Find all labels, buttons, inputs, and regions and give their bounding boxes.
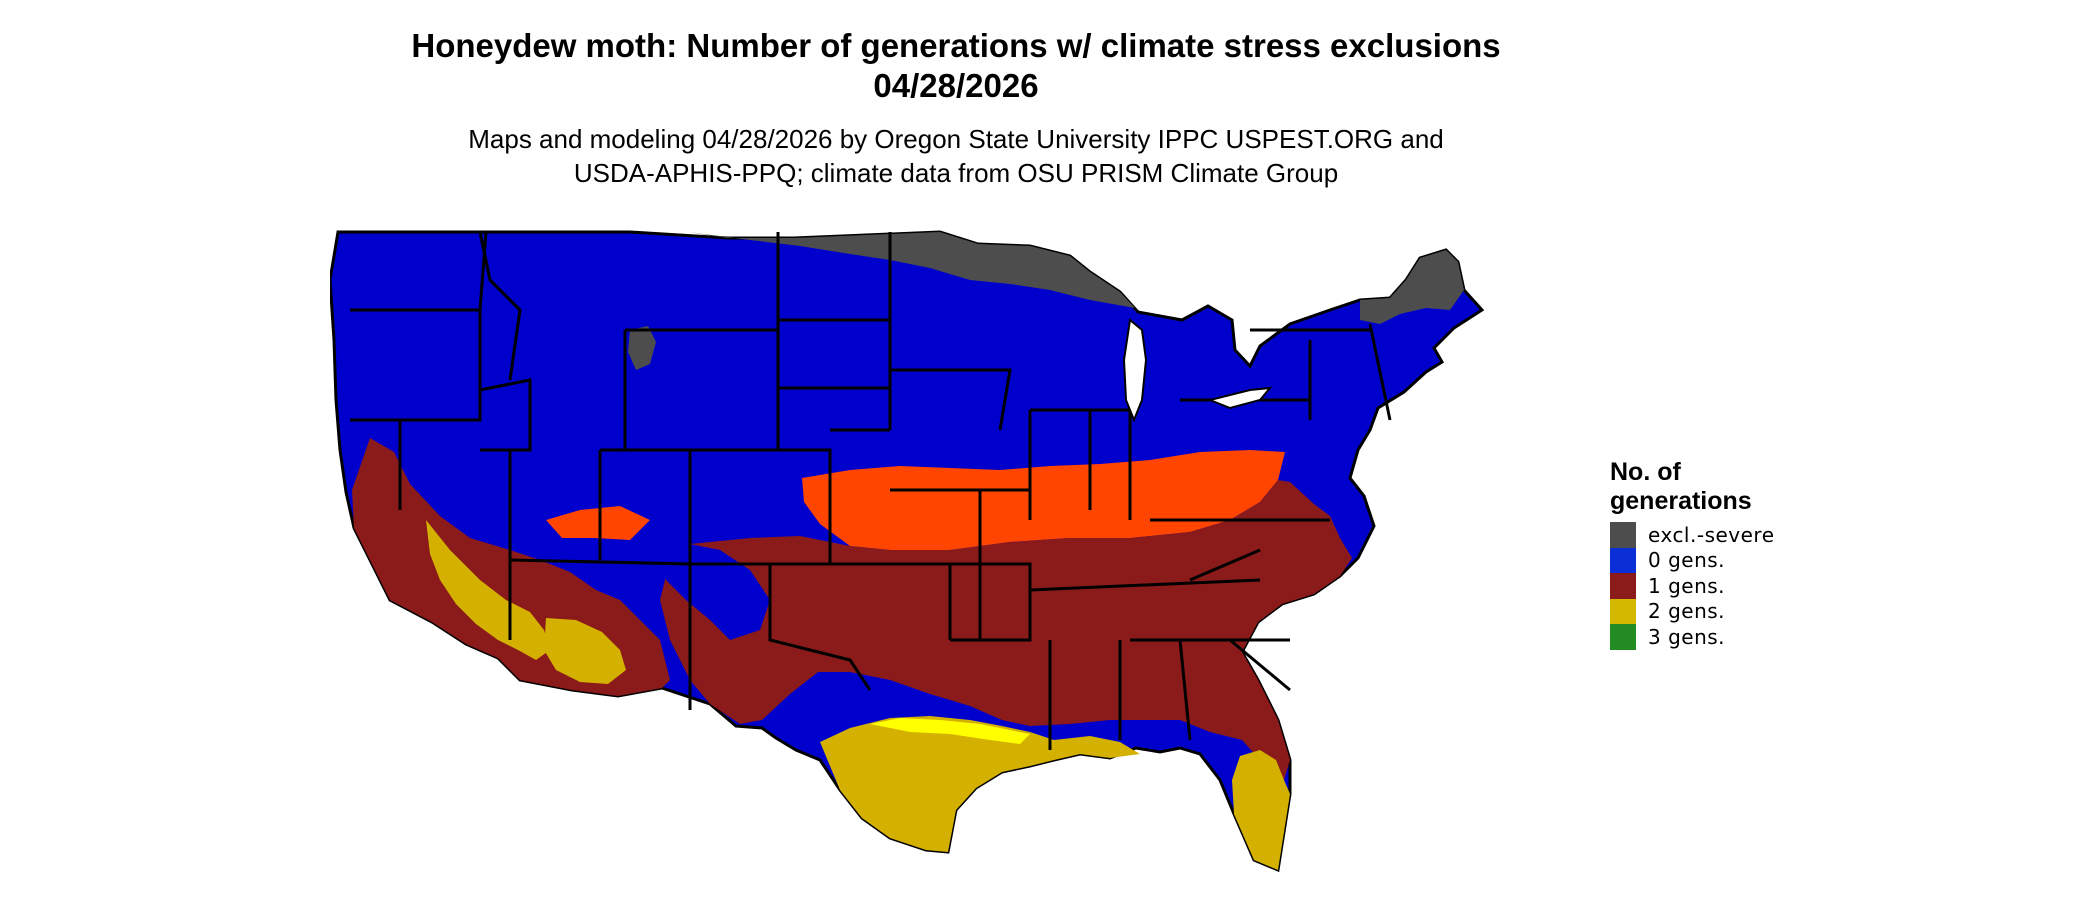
legend-title: No. of generations <box>1610 458 1775 516</box>
legend: No. of generations excl.-severe 0 gens. … <box>1610 458 1775 650</box>
two-gen-arizona <box>544 618 626 684</box>
legend-items: excl.-severe 0 gens. 1 gens. 2 gens. 3 g… <box>1610 522 1775 650</box>
legend-label: 2 gens. <box>1648 599 1726 624</box>
two-gen-southwest <box>426 520 550 660</box>
legend-label: excl.-severe <box>1648 522 1775 547</box>
map-subtitle-line-1: Maps and modeling 04/28/2026 by Oregon S… <box>468 124 1444 154</box>
legend-item: 0 gens. <box>1610 547 1775 573</box>
lake-erie <box>1206 386 1273 410</box>
map-title-date: 04/28/2026 <box>873 67 1039 104</box>
us-generations-map <box>330 230 1485 873</box>
legend-swatch-excluded <box>1610 522 1636 548</box>
excluded-region-wyoming <box>628 326 656 370</box>
lake-michigan <box>1122 318 1148 423</box>
legend-item: 1 gens. <box>1610 573 1775 599</box>
legend-swatch-1-gens <box>1610 573 1636 599</box>
map-title: Honeydew moth: Number of generations w/ … <box>0 26 1912 106</box>
map-title-line-1: Honeydew moth: Number of generations w/ … <box>411 27 1501 64</box>
map-subtitle-line-2: USDA-APHIS-PPQ; climate data from OSU PR… <box>573 158 1339 188</box>
legend-title-line-1: No. of <box>1610 458 1681 486</box>
excluded-region-north <box>688 232 1135 308</box>
two-gen-texas <box>820 716 1140 852</box>
legend-swatch-0-gens <box>1610 547 1636 573</box>
legend-label: 0 gens. <box>1648 548 1726 573</box>
legend-label: 3 gens. <box>1648 624 1726 649</box>
legend-swatch-2-gens <box>1610 598 1636 624</box>
legend-item: 2 gens. <box>1610 598 1775 624</box>
excluded-region-northeast <box>1360 250 1464 324</box>
legend-item: excl.-severe <box>1610 522 1775 548</box>
transition-band <box>802 450 1285 550</box>
one-gen-south <box>660 480 1352 780</box>
transition-band-west <box>546 506 650 540</box>
state-borders <box>350 231 1392 750</box>
legend-label: 1 gens. <box>1648 573 1726 598</box>
legend-title-line-2: generations <box>1610 487 1752 515</box>
legend-item: 3 gens. <box>1610 624 1775 650</box>
two-gen-florida <box>1232 750 1290 870</box>
two-gen-gulf-bright <box>870 718 1030 744</box>
legend-swatch-3-gens <box>1610 624 1636 650</box>
map-subtitle: Maps and modeling 04/28/2026 by Oregon S… <box>0 122 1912 190</box>
zero-gen-arizona-highlands <box>660 544 770 640</box>
